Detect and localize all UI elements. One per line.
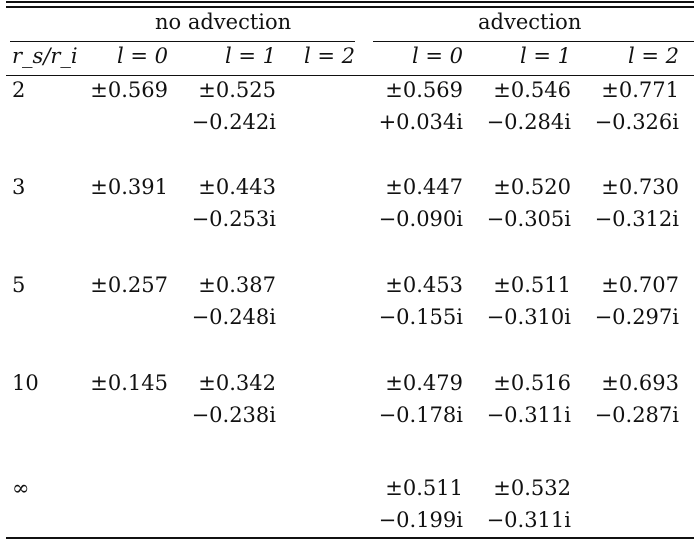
cell-real-part: ±0.387 [198, 273, 276, 297]
cell-real-part: ±0.730 [601, 175, 679, 199]
cell-real-part: ±0.479 [385, 371, 463, 395]
cell-real-part: ±0.511 [493, 273, 571, 297]
cell-imaginary-part: −0.312i [594, 207, 679, 231]
cell-imaginary-part: −0.178i [378, 403, 463, 427]
cell-real-part: ±0.569 [90, 78, 168, 102]
cell-imaginary-part: −0.090i [378, 207, 463, 231]
cell-imaginary-part: −0.155i [378, 305, 463, 329]
bottom-rule [6, 537, 694, 539]
cell-real-part: ±0.257 [90, 273, 168, 297]
cell-real-part: ±0.453 [385, 273, 463, 297]
cell-imaginary-part: −0.284i [486, 110, 571, 134]
group-underline-no-advection [10, 41, 355, 42]
cell-imaginary-part: −0.326i [594, 110, 679, 134]
cell-real-part: ±0.525 [198, 78, 276, 102]
row-label: 5 [12, 273, 26, 297]
cell-imaginary-part: −0.310i [486, 305, 571, 329]
column-header-rs-ri: r_s/r_i [12, 44, 78, 68]
cell-real-part: ±0.391 [90, 175, 168, 199]
cell-imaginary-part: −0.253i [191, 207, 276, 231]
cell-real-part: ±0.145 [90, 371, 168, 395]
cell-real-part: ±0.342 [198, 371, 276, 395]
column-header-adv-l1: l = 1 [519, 44, 571, 68]
top-rule [6, 1, 694, 3]
group-header-advection: advection [478, 10, 582, 34]
column-header-no-adv-l0: l = 0 [116, 44, 168, 68]
cell-real-part: ±0.443 [198, 175, 276, 199]
row-label: ∞ [12, 476, 30, 500]
column-header-no-adv-l2: l = 2 [303, 44, 355, 68]
cell-imaginary-part: −0.311i [486, 508, 571, 532]
column-header-adv-l0: l = 0 [411, 44, 463, 68]
cell-real-part: ±0.693 [601, 371, 679, 395]
cell-real-part: ±0.520 [493, 175, 571, 199]
header-rule [6, 75, 694, 76]
cell-real-part: ±0.707 [601, 273, 679, 297]
cell-real-part: ±0.516 [493, 371, 571, 395]
column-header-no-adv-l1: l = 1 [224, 44, 276, 68]
cell-imaginary-part: −0.287i [594, 403, 679, 427]
cell-real-part: ±0.569 [385, 78, 463, 102]
cell-imaginary-part: −0.242i [191, 110, 276, 134]
column-header-adv-l2: l = 2 [627, 44, 679, 68]
cell-imaginary-part: −0.248i [191, 305, 276, 329]
cell-real-part: ±0.511 [385, 476, 463, 500]
cell-imaginary-part: +0.034i [378, 110, 463, 134]
cell-real-part: ±0.771 [601, 78, 679, 102]
cell-imaginary-part: −0.305i [486, 207, 571, 231]
cell-imaginary-part: −0.297i [594, 305, 679, 329]
cell-imaginary-part: −0.311i [486, 403, 571, 427]
group-underline-advection [373, 41, 694, 42]
cell-real-part: ±0.532 [493, 476, 571, 500]
cell-real-part: ±0.447 [385, 175, 463, 199]
cell-real-part: ±0.546 [493, 78, 571, 102]
cell-imaginary-part: −0.238i [191, 403, 276, 427]
cell-imaginary-part: −0.199i [378, 508, 463, 532]
group-header-no-advection: no advection [155, 10, 292, 34]
row-label: 10 [12, 371, 39, 395]
row-label: 3 [12, 175, 26, 199]
top-rule-second [6, 6, 694, 8]
row-label: 2 [12, 78, 26, 102]
